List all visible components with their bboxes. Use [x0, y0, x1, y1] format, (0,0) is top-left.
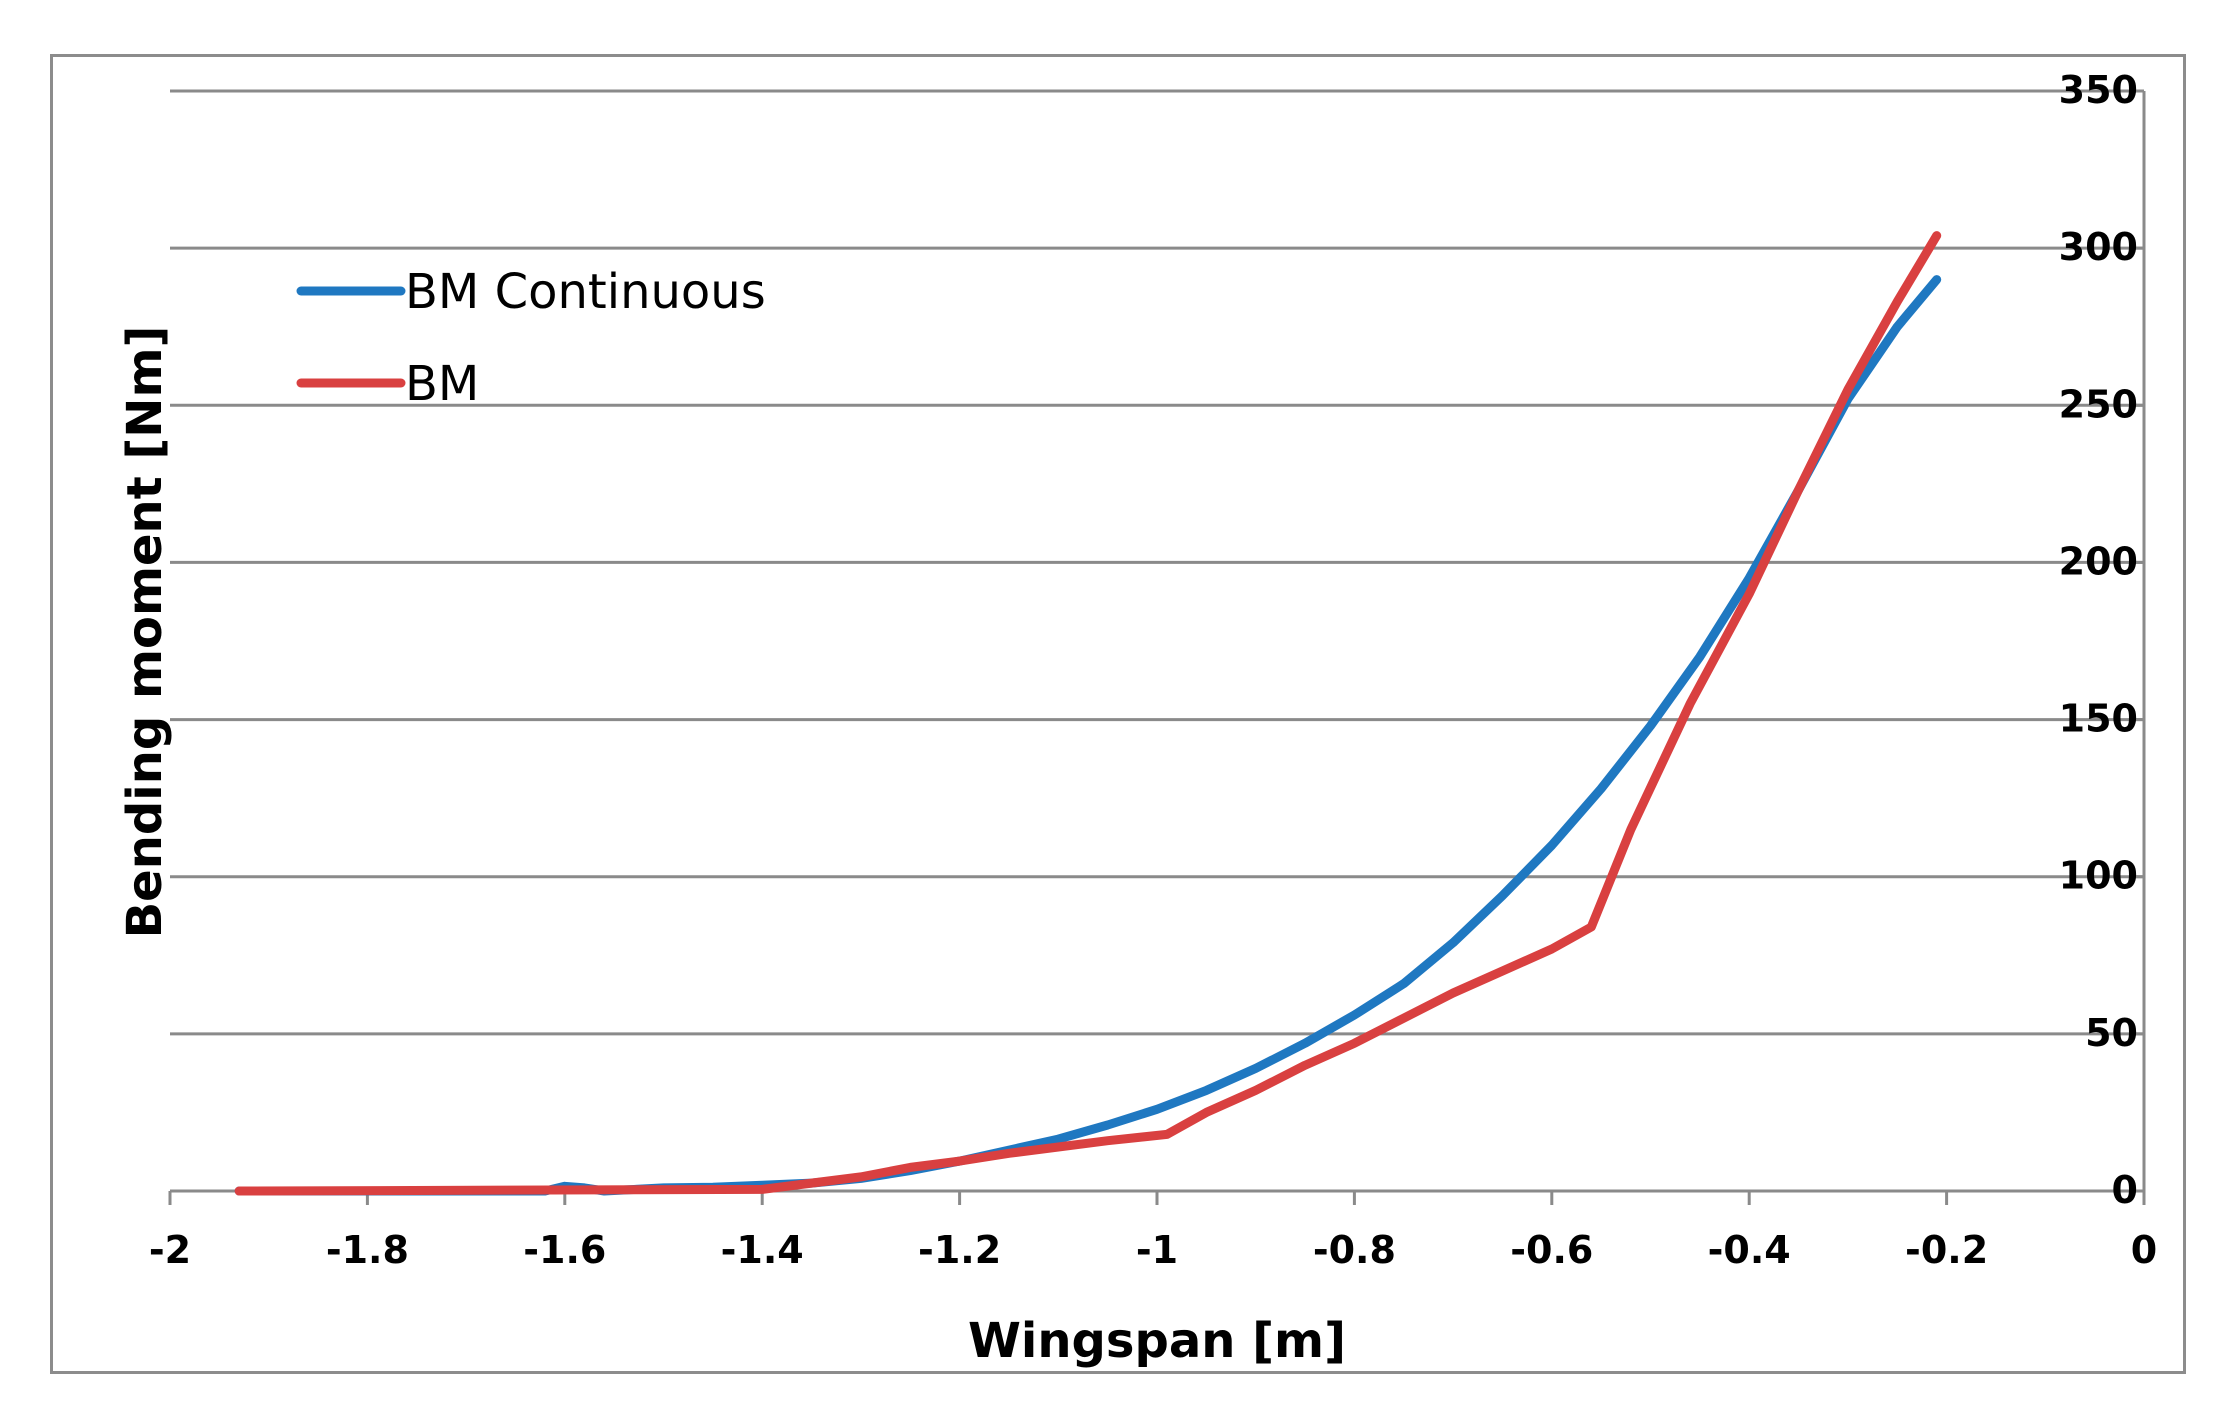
y-tick-label: 150	[2059, 697, 2138, 741]
y-tick-label: 350	[2059, 68, 2138, 112]
gridlines	[170, 89, 2144, 1036]
x-tick-label: -0.6	[1510, 1228, 1593, 1272]
y-tick-label: 300	[2059, 225, 2138, 269]
series-line-bm	[234, 231, 1942, 1196]
legend-label-bm-continuous: BM Continuous	[405, 264, 766, 320]
x-tick-label: -1.2	[918, 1228, 1001, 1272]
x-tick-label: -0.8	[1313, 1228, 1396, 1272]
legend-label-bm: BM	[405, 356, 479, 412]
y-tick-label: 0	[2112, 1168, 2138, 1212]
y-tick-label: 50	[2085, 1011, 2138, 1055]
x-tick-label: -1.6	[523, 1228, 606, 1272]
y-tick-label: 200	[2059, 539, 2138, 583]
x-tick-label: -0.4	[1708, 1228, 1791, 1272]
x-tick-label: -0.2	[1905, 1228, 1988, 1272]
y-tick-label: 100	[2059, 854, 2138, 898]
tick-labels: -2 -1.8 -1.6 -1.4 -1.2 -1 -0.8 -0.6 -0.4 -0.2 0 0 50…	[149, 68, 2157, 1272]
x-tick-label: -2	[149, 1228, 191, 1272]
x-axis-title: Wingspan [m]	[968, 1313, 1346, 1369]
series-lines	[234, 231, 1942, 1196]
bending-moment-chart: -2 -1.8 -1.6 -1.4 -1.2 -1 -0.8 -0.6 -0.4 -0.2 0 0 50…	[117, 68, 2157, 1369]
y-tick-label: 250	[2059, 382, 2138, 426]
series-line-bm-continuous	[234, 275, 1942, 1196]
axes	[168, 89, 2146, 1205]
legend: BM Continuous BM	[296, 264, 766, 412]
y-axis-title: Bending moment [Nm]	[117, 326, 173, 939]
x-tick-label: -1.4	[721, 1228, 804, 1272]
x-tick-label: 0	[2131, 1228, 2157, 1272]
x-tick-label: -1	[1136, 1228, 1178, 1272]
x-tick-label: -1.8	[326, 1228, 409, 1272]
chart-frame: -2 -1.8 -1.6 -1.4 -1.2 -1 -0.8 -0.6 -0.4 -0.2 0 0 50…	[50, 54, 2186, 1374]
